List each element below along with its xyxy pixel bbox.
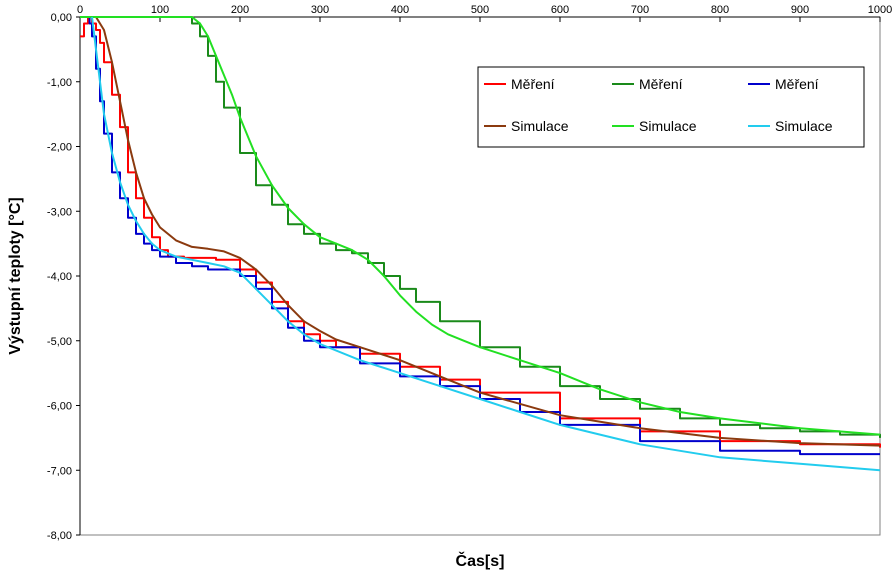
series-line-5 <box>80 16 881 436</box>
series-line-4 <box>95 16 881 447</box>
y-tick-label: -6,00 <box>47 401 72 413</box>
y-tick-label: -4,00 <box>47 271 72 283</box>
x-tick-label: 0 <box>77 4 83 16</box>
x-tick-label: 500 <box>471 4 489 16</box>
y-tick-label: -3,00 <box>47 206 72 218</box>
x-tick-label: 600 <box>551 4 569 16</box>
y-tick-label: 0,00 <box>51 12 72 24</box>
series-layer <box>80 16 881 472</box>
series-line-3 <box>88 16 880 456</box>
legend: Měření Měření Měření Simulace Simulace Simula… <box>477 66 865 148</box>
legend-label: Simulace <box>775 118 833 134</box>
legend-box <box>477 66 865 148</box>
y-tick-label: -1,00 <box>47 77 72 89</box>
legend-label: Simulace <box>511 118 569 134</box>
x-tick-label: 800 <box>711 4 729 16</box>
series-line-1 <box>80 16 881 448</box>
y-tick-label: -8,00 <box>47 530 72 542</box>
x-tick-label: 300 <box>311 4 329 16</box>
x-tick-label: 700 <box>631 4 649 16</box>
x-tick-label: 200 <box>231 4 249 16</box>
x-axis-title: Čas[s] <box>456 551 505 570</box>
y-tick-label: -2,00 <box>47 142 72 154</box>
y-ticks: 0,00 -1,00 -2,00 -3,00 -4,00 -5,00 -6,00 -7,00 -… <box>47 12 80 542</box>
y-axis-title: Výstupní teploty [°C] <box>7 197 24 355</box>
y-tick-label: -7,00 <box>47 465 72 477</box>
legend-label: Měření <box>775 76 819 92</box>
y-tick-label: -5,00 <box>47 336 72 348</box>
x-tick-label: 400 <box>391 4 409 16</box>
legend-label: Měření <box>511 76 555 92</box>
x-tick-label: 100 <box>151 4 169 16</box>
x-tick-label: 900 <box>791 4 809 16</box>
x-ticks: 0 100 200 300 400 500 600 700 800 900 1000 <box>77 4 892 22</box>
series-line-6 <box>91 16 881 472</box>
legend-label: Simulace <box>639 118 697 134</box>
series-line-2 <box>80 16 881 438</box>
legend-label: Měření <box>639 76 683 92</box>
x-tick-label: 1000 <box>868 4 892 16</box>
